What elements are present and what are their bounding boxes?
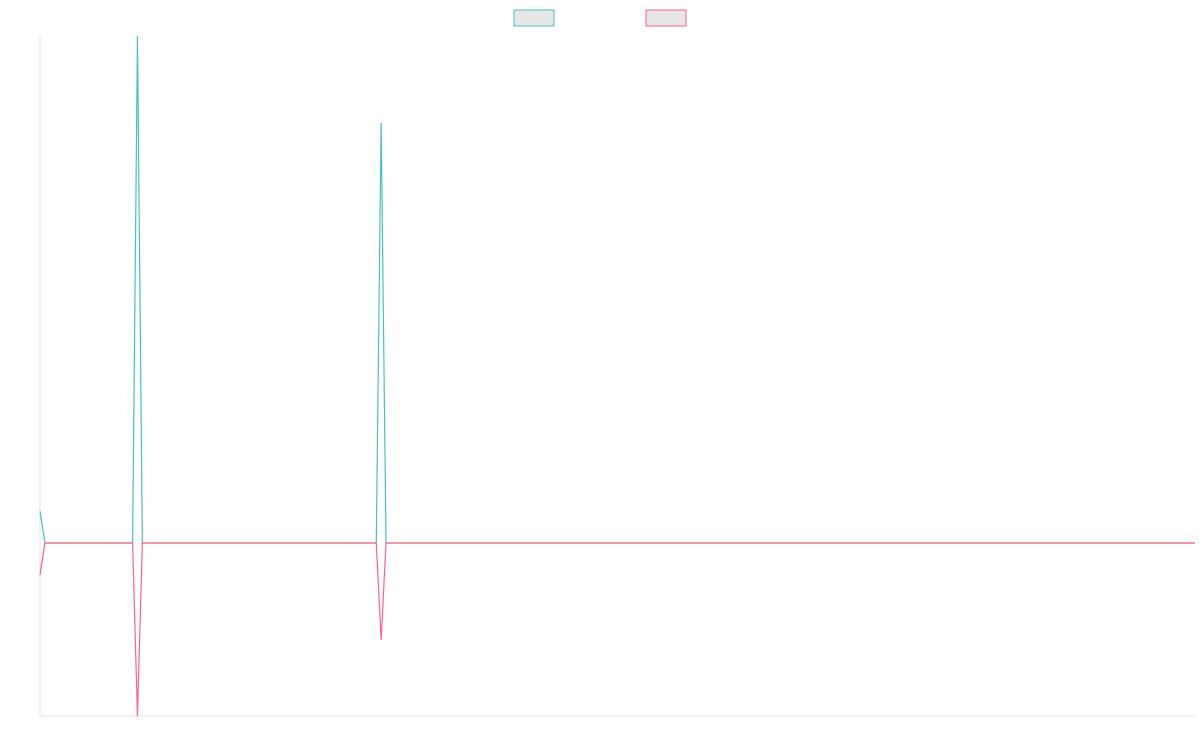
series-line (39, 35, 1195, 544)
series-line (39, 542, 1195, 717)
legend-swatch[interactable] (645, 9, 687, 27)
legend-swatch[interactable] (513, 9, 555, 27)
